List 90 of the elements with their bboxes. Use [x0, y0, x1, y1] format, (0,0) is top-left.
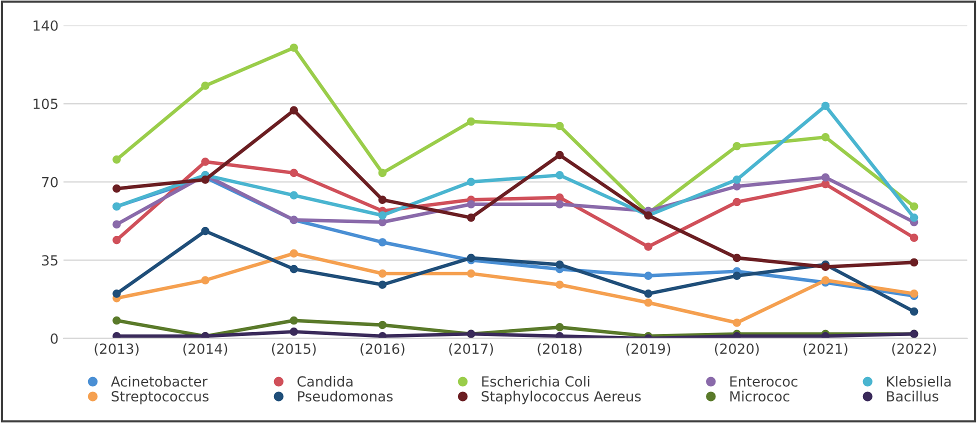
point [466, 269, 476, 278]
legend-label: Acinetobacter [110, 376, 208, 387]
x-tick-label: (2018) [538, 343, 582, 356]
point [112, 184, 121, 193]
point [290, 264, 298, 274]
point [201, 226, 210, 236]
point [821, 180, 830, 188]
y-tick-label: 140 [34, 20, 58, 31]
point [556, 280, 564, 289]
legend-label: Streptococcus [112, 391, 209, 404]
point [556, 323, 564, 332]
point [821, 133, 830, 142]
y-tick-label: 0 [50, 333, 58, 344]
legend-label: Enterococ [730, 376, 798, 387]
point [112, 236, 121, 244]
point [112, 220, 121, 229]
point [644, 290, 652, 298]
point [821, 262, 830, 272]
point [732, 142, 742, 150]
point [732, 254, 742, 262]
point [644, 242, 652, 251]
point [290, 44, 298, 52]
point [466, 213, 476, 222]
point [556, 150, 564, 160]
point [112, 155, 121, 164]
point [910, 258, 918, 267]
point [732, 272, 742, 280]
point [732, 182, 742, 191]
point [466, 117, 476, 126]
point [201, 276, 210, 284]
legend-label: Candida [297, 376, 352, 387]
point [290, 249, 298, 258]
point [556, 171, 564, 180]
point [378, 196, 387, 204]
point [644, 298, 652, 307]
point [556, 200, 564, 208]
point [378, 238, 387, 246]
legend-label: Staphylococcus Aereus [482, 390, 641, 404]
y-tick-label: 35 [42, 255, 58, 266]
point [910, 307, 918, 316]
point [112, 316, 121, 325]
x-tick-label: (2017) [449, 343, 493, 356]
x-tick-label: (2014) [183, 343, 228, 356]
point [821, 173, 830, 182]
legend-label: Klebsiella [887, 376, 951, 387]
point [290, 168, 298, 178]
point [290, 106, 298, 115]
legend-label: Bacillus [887, 390, 938, 402]
point [556, 260, 564, 269]
x-tick-label: (2022) [892, 343, 936, 356]
legend-label: Escherichia Coli [482, 376, 590, 387]
point [201, 82, 210, 90]
point [378, 168, 387, 178]
point [732, 175, 742, 184]
point [201, 158, 210, 166]
y-tick-label: 105 [34, 98, 58, 110]
x-tick-label: (2019) [626, 343, 670, 356]
point [644, 272, 652, 280]
x-tick-label: (2013) [94, 343, 139, 356]
legend-label: Micrococ [730, 390, 790, 402]
point [378, 320, 387, 330]
point [290, 191, 298, 200]
x-tick-label: (2015) [272, 343, 316, 356]
point [466, 178, 476, 186]
point [732, 198, 742, 206]
legend-label: Pseudomonas [298, 390, 393, 402]
point [910, 234, 918, 242]
point [821, 276, 830, 284]
point [112, 290, 121, 298]
point [556, 193, 564, 202]
point [556, 122, 564, 130]
point [112, 332, 121, 338]
point [378, 218, 387, 226]
point [378, 269, 387, 278]
point [378, 280, 387, 289]
point [290, 328, 298, 336]
x-tick-label: (2021) [804, 343, 848, 356]
point [821, 102, 830, 110]
x-tick-label: (2020) [714, 343, 759, 356]
point [910, 202, 918, 211]
point [378, 332, 387, 338]
x-tick-label: (2016) [360, 343, 404, 356]
point [290, 316, 298, 325]
point [910, 213, 918, 222]
point [732, 318, 742, 327]
y-tick-label: 70 [42, 176, 58, 188]
point [466, 200, 476, 208]
point [378, 211, 387, 220]
point [556, 332, 564, 338]
point [910, 290, 918, 298]
